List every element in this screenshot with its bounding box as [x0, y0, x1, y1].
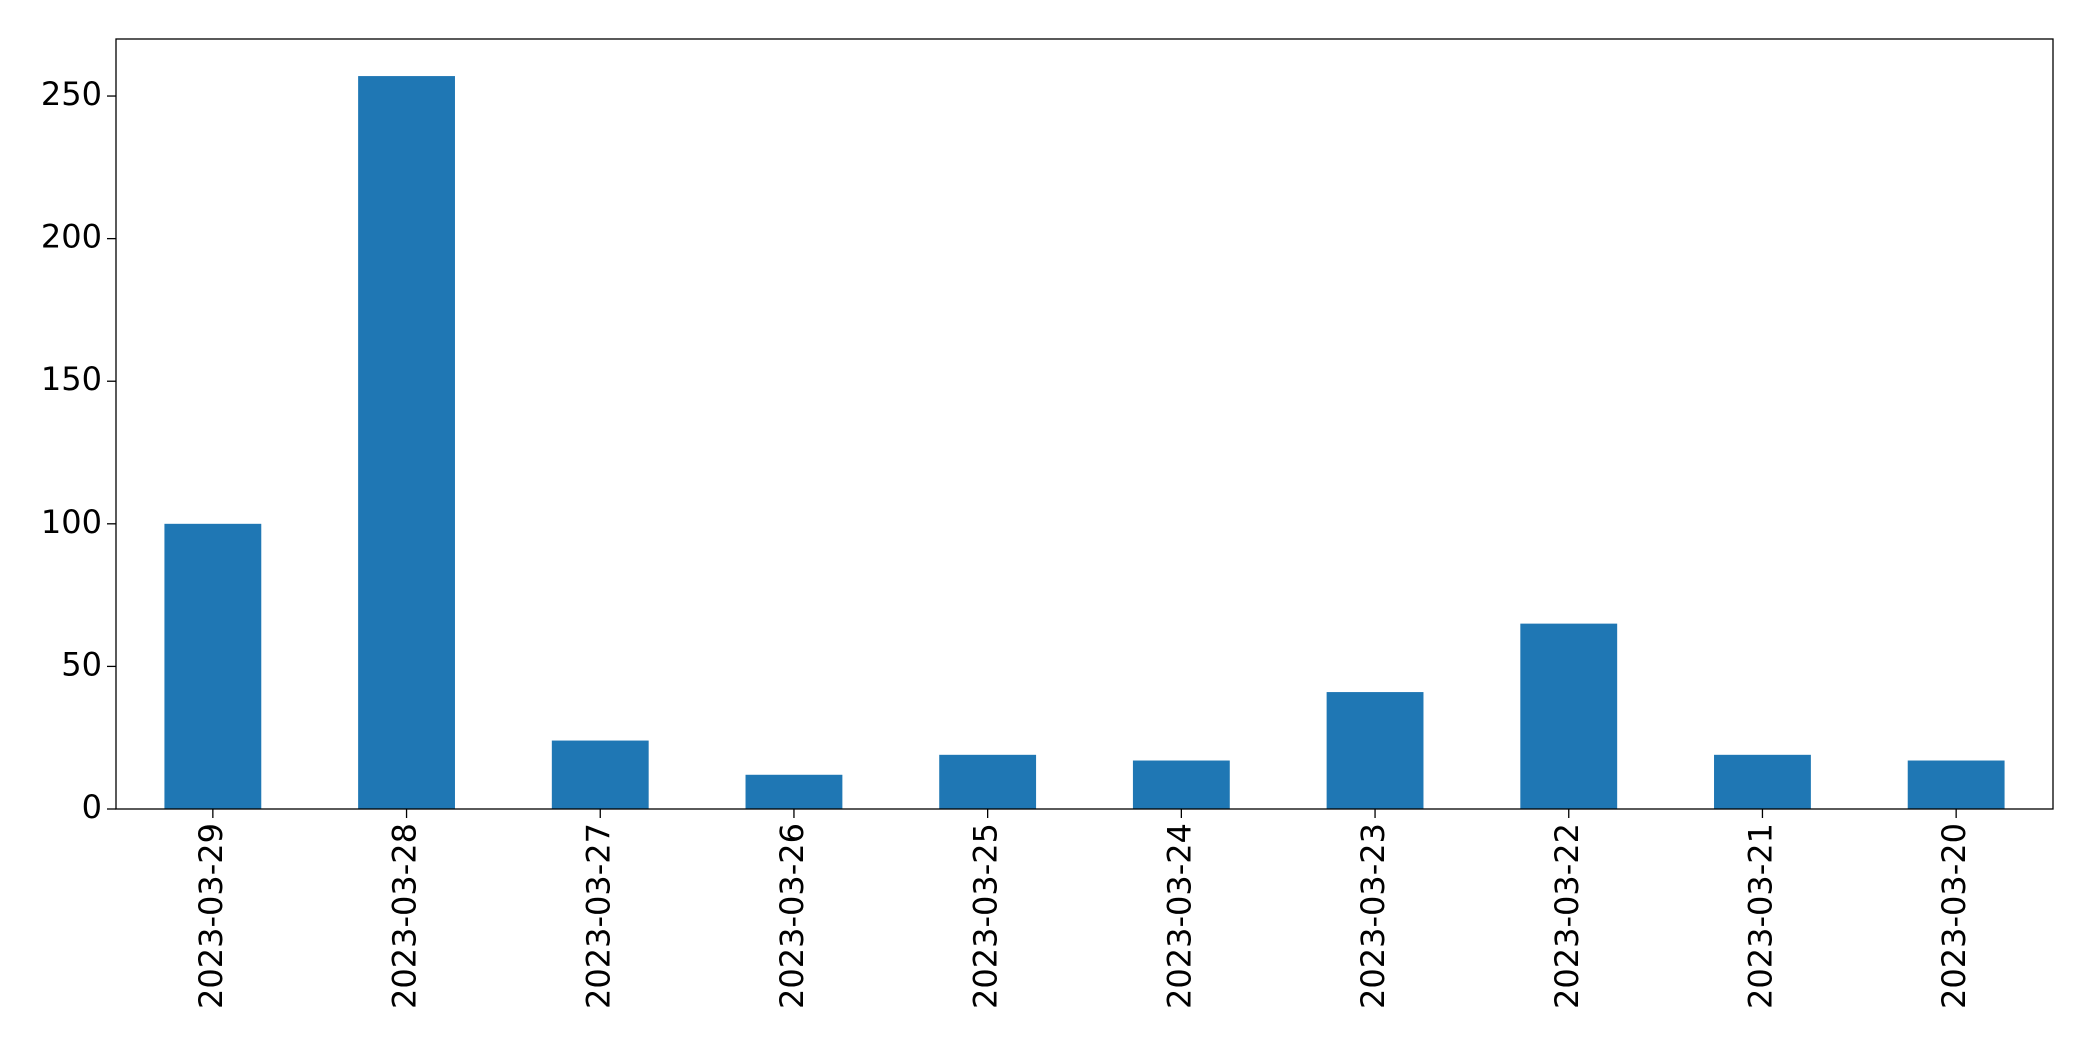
- x-tick-label: 2023-03-24: [1160, 823, 1198, 1009]
- x-tick-label: 2023-03-26: [773, 823, 811, 1009]
- bar: [551, 740, 649, 809]
- y-tick-label: 250: [41, 75, 102, 113]
- bar: [1907, 760, 2005, 809]
- x-tick-label: 2023-03-22: [1548, 823, 1586, 1009]
- bar: [1132, 760, 1230, 809]
- x-tick-label: 2023-03-21: [1741, 823, 1779, 1009]
- x-tick-label: 2023-03-20: [1935, 823, 1973, 1009]
- bar: [745, 774, 843, 809]
- plot-frame: [115, 38, 2054, 810]
- x-tick-label: 2023-03-28: [386, 823, 424, 1009]
- x-tick-label: 2023-03-27: [579, 823, 617, 1009]
- x-tick-label: 2023-03-25: [967, 823, 1005, 1009]
- y-tick-label: 200: [41, 218, 102, 256]
- bar: [1714, 754, 1811, 809]
- y-tick-label: 100: [41, 503, 102, 541]
- y-tick-label: 0: [82, 788, 102, 826]
- bar: [164, 523, 262, 809]
- bar: [1326, 692, 1424, 809]
- bar: [1520, 623, 1618, 809]
- bar: [939, 754, 1037, 809]
- bar: [358, 76, 455, 809]
- x-tick-label: 2023-03-23: [1354, 823, 1392, 1009]
- y-tick-label: 150: [41, 360, 102, 398]
- y-tick-label: 50: [61, 645, 102, 683]
- x-tick-label: 2023-03-29: [192, 823, 230, 1009]
